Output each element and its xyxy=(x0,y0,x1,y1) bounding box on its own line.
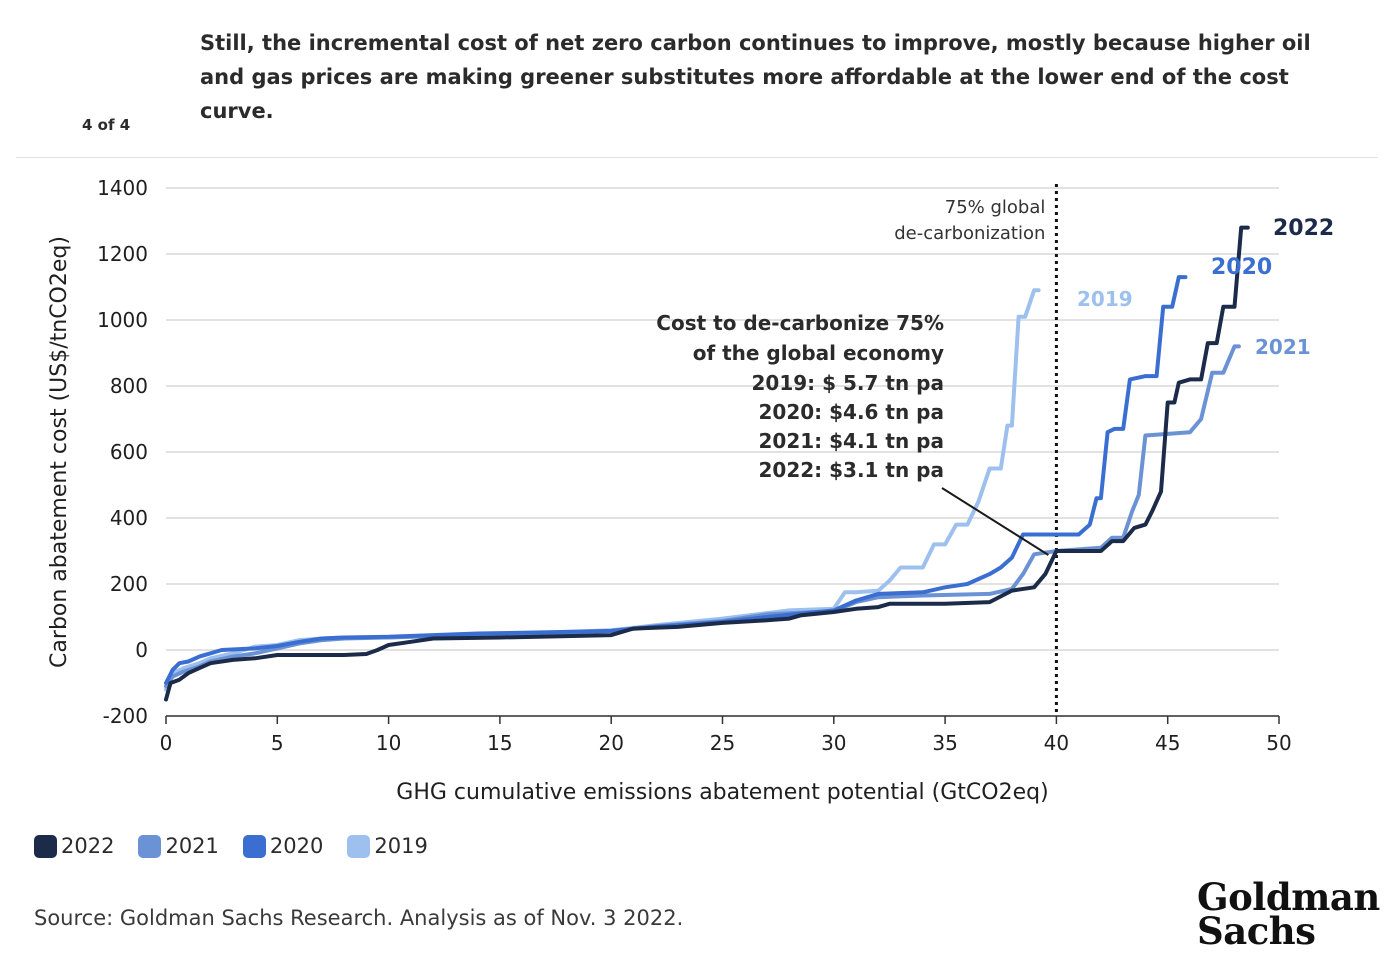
x-tick-label-50: 50 xyxy=(1266,731,1291,755)
source-note: Source: Goldman Sachs Research. Analysis… xyxy=(34,906,684,930)
legend-swatch-2020 xyxy=(242,834,266,858)
x-axis-label: GHG cumulative emissions abatement poten… xyxy=(396,780,1048,805)
y-tick-label-1400: 1400 xyxy=(97,176,148,200)
vline-label-line-2: de-carbonization xyxy=(894,223,1045,244)
page-indicator: 4 of 4 xyxy=(82,116,131,134)
series-line-2021 xyxy=(164,344,1241,689)
y-tick-label-400: 400 xyxy=(110,506,148,530)
annotation-pointer xyxy=(941,487,1049,556)
x-tick-label-45: 45 xyxy=(1155,731,1180,755)
annotation-line-5: 2021: $4.1 tn pa xyxy=(758,429,944,453)
logo-line-2: Sachs xyxy=(1197,909,1316,953)
annotation-line-2: of the global economy xyxy=(693,341,944,365)
x-tick-label-30: 30 xyxy=(821,731,846,755)
chart-title: Still, the incremental cost of net zero … xyxy=(200,31,1311,123)
x-tick-label-10: 10 xyxy=(376,731,401,755)
x-tick-label-15: 15 xyxy=(487,731,512,755)
x-tick-label-0: 0 xyxy=(160,731,173,755)
legend-swatch-2021 xyxy=(138,834,162,858)
legend-label-2021: 2021 xyxy=(165,834,219,858)
y-tick-label-1200: 1200 xyxy=(97,242,148,266)
y-axis-label: Carbon abatement cost (US$/tnCO2eq) xyxy=(47,236,72,668)
legend-label-2020: 2020 xyxy=(269,834,324,858)
series-line-2020 xyxy=(164,275,1188,685)
goldman-sachs-logo: Goldman Sachs xyxy=(1197,875,1380,953)
y-tick-label--200: -200 xyxy=(103,704,148,728)
series-line-2022 xyxy=(164,225,1250,702)
annotation-line-1: Cost to de-carbonize 75% xyxy=(656,311,944,335)
x-tick-label-35: 35 xyxy=(932,731,957,755)
legend-swatch-2022 xyxy=(34,834,57,858)
series-end-label-2021: 2021 xyxy=(1255,335,1311,359)
series-end-label-2020: 2020 xyxy=(1211,255,1272,280)
annotation-line-4: 2020: $4.6 tn pa xyxy=(758,400,944,424)
y-tick-label-600: 600 xyxy=(110,440,148,464)
y-tick-label-1000: 1000 xyxy=(97,308,148,332)
x-tick-label-40: 40 xyxy=(1044,731,1069,755)
legend-item-2021: 2021 xyxy=(138,834,219,858)
y-tick-label-0: 0 xyxy=(135,638,148,662)
header-divider xyxy=(16,157,1378,158)
annotation-line-6: 2022: $3.1 tn pa xyxy=(758,458,944,482)
x-tick-label-5: 5 xyxy=(271,731,284,755)
x-tick-label-25: 25 xyxy=(710,731,735,755)
legend-item-2022: 2022 xyxy=(34,834,114,858)
legend-item-2020: 2020 xyxy=(242,834,324,858)
legend-label-2022: 2022 xyxy=(61,834,115,858)
legend-label-2019: 2019 xyxy=(374,834,428,858)
legend-item-2019: 2019 xyxy=(347,834,428,858)
legend-swatch-2019 xyxy=(347,834,371,858)
vline-label-line-1: 75% global xyxy=(945,197,1046,218)
x-tick-label-20: 20 xyxy=(598,731,623,755)
logo-line-1: Goldman xyxy=(1197,875,1380,919)
series-end-label-2019: 2019 xyxy=(1077,287,1133,311)
y-tick-label-200: 200 xyxy=(110,572,148,596)
annotation-line-3: 2019: $ 5.7 tn pa xyxy=(752,371,944,395)
y-tick-label-800: 800 xyxy=(110,374,148,398)
series-end-label-2022: 2022 xyxy=(1273,216,1334,241)
legend: 2022 2021 2020 2019 xyxy=(34,834,452,858)
